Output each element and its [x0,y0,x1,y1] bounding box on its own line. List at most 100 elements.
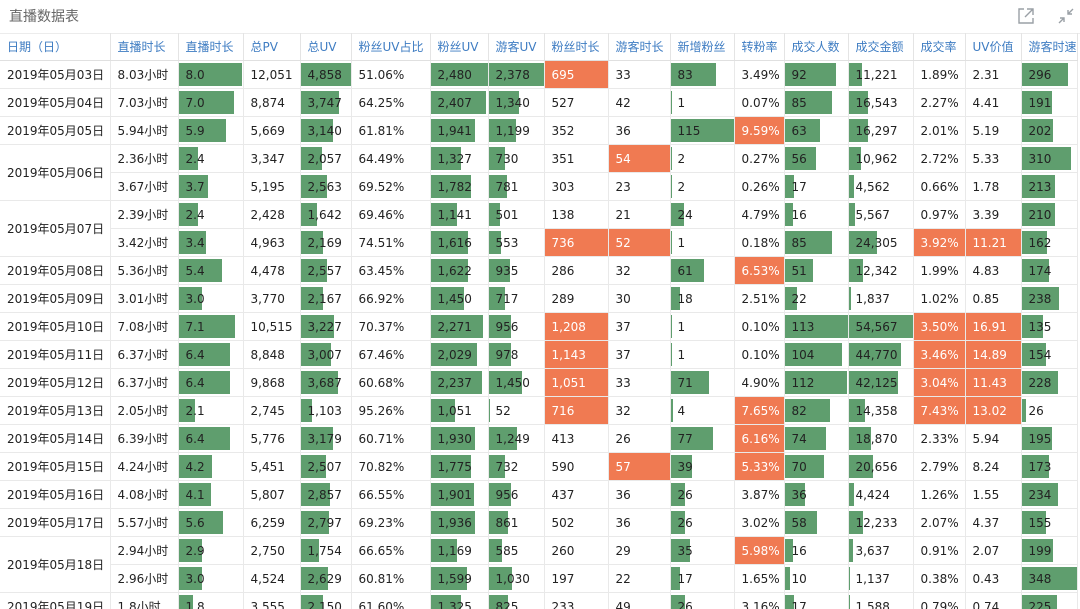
cell-value: 61 [677,263,693,278]
column-header[interactable]: 总UV [300,33,352,61]
table-cell: 202 [1021,116,1078,145]
date-cell: 2019年05月07日 [0,200,111,257]
column-header[interactable]: 粉丝UV占比 [351,33,431,61]
collapse-icon[interactable] [1056,6,1076,26]
table-cell: 8,874 [243,88,301,117]
table-cell: 553 [488,228,545,257]
table-row[interactable]: 2019年05月14日 6.39小时 6.4 5,776 3,179 60.71% 1,93… [0,424,1078,453]
column-header[interactable]: 成交人数 [784,33,849,61]
column-header[interactable]: 日期（日） [0,33,111,61]
cell-value: 0.27% [741,151,780,166]
data-bar [178,371,230,394]
open-external-icon[interactable] [1016,6,1036,26]
column-header[interactable]: 直播时长 [178,33,244,61]
table-cell: 1,450 [488,368,545,397]
column-header[interactable]: 成交金额 [848,33,914,61]
cell-value: 16 [791,207,807,222]
table-cell: 1,325 [430,592,489,609]
table-cell: 2.94小时 [110,536,179,565]
table-cell: 42 [608,88,671,117]
cell-value: 1,199 [495,123,530,138]
table-cell: 3.4 [178,228,244,257]
data-bar [784,91,832,114]
cell-value: 5,807 [250,487,285,502]
table-row[interactable]: 2019年05月10日 7.08小时 7.1 10,515 3,227 70.37% 2,2… [0,312,1078,341]
live-stream-data-table: 日期（日） 直播时长 直播时长 总PV 总UV 粉丝UV占比 粉丝UV 游客UV 粉丝时长 游客时… [0,33,1078,609]
data-bar [670,399,673,422]
table-cell: 14,358 [848,396,914,425]
column-header[interactable]: 成交率 [913,33,966,61]
cell-value: 716 [551,403,575,418]
table-cell: 35 [670,536,735,565]
cell-value: 2.07 [972,543,1000,558]
table-cell: 51.06% [351,60,431,89]
table-cell: 16 [784,200,849,229]
table-cell: 3,227 [300,312,352,341]
date-cell: 2019年05月09日 [0,284,111,313]
cell-value: 11.21 [972,235,1007,250]
column-header[interactable]: 直播时长 [110,33,179,61]
table-row[interactable]: 3.42小时 3.4 4,963 2,169 74.51% 1,616 553 736 52 1 0… [0,228,1078,257]
cell-value: 9,868 [250,375,285,390]
table-cell: 0.79% [913,592,966,609]
column-header[interactable]: 转粉率 [734,33,785,61]
cell-value: 30 [615,291,631,306]
table-row[interactable]: 2019年05月12日 6.37小时 6.4 9,868 3,687 60.68% 2,23… [0,368,1078,397]
table-row[interactable]: 2019年05月09日 3.01小时 3.0 3,770 2,167 66.92% 1,45… [0,284,1078,313]
column-header[interactable]: 游客时速 [1021,33,1078,61]
cell-value: 2,563 [307,179,342,194]
table-row[interactable]: 2019年05月07日 2.39小时 2.4 2,428 1,642 69.46% 1,14… [0,200,1078,257]
table-cell: 5,669 [243,116,301,145]
table-cell: 61 [670,256,735,285]
cell-value: 12,051 [250,67,293,82]
cell-value: 0.26% [741,179,780,194]
cell-value: 115 [677,123,701,138]
table-cell: 2,169 [300,228,352,257]
table-row[interactable]: 2019年05月17日 5.57小时 5.6 6,259 2,797 69.23% 1,93… [0,508,1078,537]
table-row[interactable]: 2019年05月08日 5.36小时 5.4 4,478 2,557 63.45% 1,62… [0,256,1078,285]
cell-value: 2 [677,151,686,166]
table-cell: 2.96小时 [110,564,179,593]
table-cell: 11,221 [848,60,914,89]
data-bar [670,371,710,394]
table-cell: 4.1 [178,480,244,509]
cell-value: 7.08小时 [117,320,169,334]
cell-value: 3,555 [250,599,285,609]
table-cell: 585 [488,536,545,565]
table-row[interactable]: 2019年05月16日 4.08小时 4.1 5,807 2,857 66.55% 1,90… [0,480,1078,509]
cell-value: 71 [677,375,693,390]
table-row[interactable]: 2019年05月11日 6.37小时 6.4 8,848 3,007 67.46% 2,02… [0,340,1078,369]
cell-value: 67.46% [358,347,405,362]
data-bar [488,483,511,506]
cell-value: 289 [551,291,575,306]
cell-value: 85 [791,235,807,250]
column-header[interactable]: 粉丝时长 [544,33,609,61]
table-row[interactable]: 2.96小时 3.0 4,524 2,629 60.81% 1,599 1,030 197 22… [0,564,1078,593]
table-row[interactable]: 2019年05月19日 1.8小时 1.8 3,555 2,150 61.60% 1,325… [0,592,1078,609]
table-row[interactable]: 2019年05月18日 2.94小时 2.9 2,750 1,754 66.65% 1,16… [0,536,1078,593]
table-cell: 3,555 [243,592,301,609]
column-header[interactable]: 游客UV [488,33,545,61]
table-row[interactable]: 2019年05月04日 7.03小时 7.0 8,874 3,747 64.25% 2,40… [0,88,1078,117]
table-cell: 0.91% [913,536,966,565]
column-header[interactable]: 游客时长 [608,33,671,61]
table-row[interactable]: 2019年05月05日 5.94小时 5.9 5,669 3,140 61.81% 1,94… [0,116,1078,145]
table-row[interactable]: 2019年05月13日 2.05小时 2.1 2,745 1,103 95.26% 1,05… [0,396,1078,425]
table-row[interactable]: 2019年05月06日 2.36小时 2.4 3,347 2,057 64.49% 1,32… [0,144,1078,201]
table-cell: 24,305 [848,228,914,257]
table-row[interactable]: 3.67小时 3.7 5,195 2,563 69.52% 1,782 781 303 23 2 0… [0,172,1078,201]
data-bar [178,231,206,254]
cell-value: 1,616 [437,235,472,250]
column-header[interactable]: UV价值 [965,33,1022,61]
table-row[interactable]: 2019年05月03日 8.03小时 8.0 12,051 4,858 51.06% 2,4… [0,60,1078,89]
column-header[interactable]: 粉丝UV [430,33,489,61]
table-row[interactable]: 2019年05月15日 4.24小时 4.2 5,451 2,507 70.82% 1,77… [0,452,1078,481]
column-header[interactable]: 总PV [243,33,301,61]
column-header[interactable]: 新增粉丝 [670,33,735,61]
cell-value: 2.4 [185,207,205,222]
cell-value: 51.06% [358,67,405,82]
table-cell: 736 [544,228,609,257]
cell-value: 2,150 [307,599,342,609]
data-bar [430,147,461,170]
table-cell: 9.59% [734,116,785,145]
